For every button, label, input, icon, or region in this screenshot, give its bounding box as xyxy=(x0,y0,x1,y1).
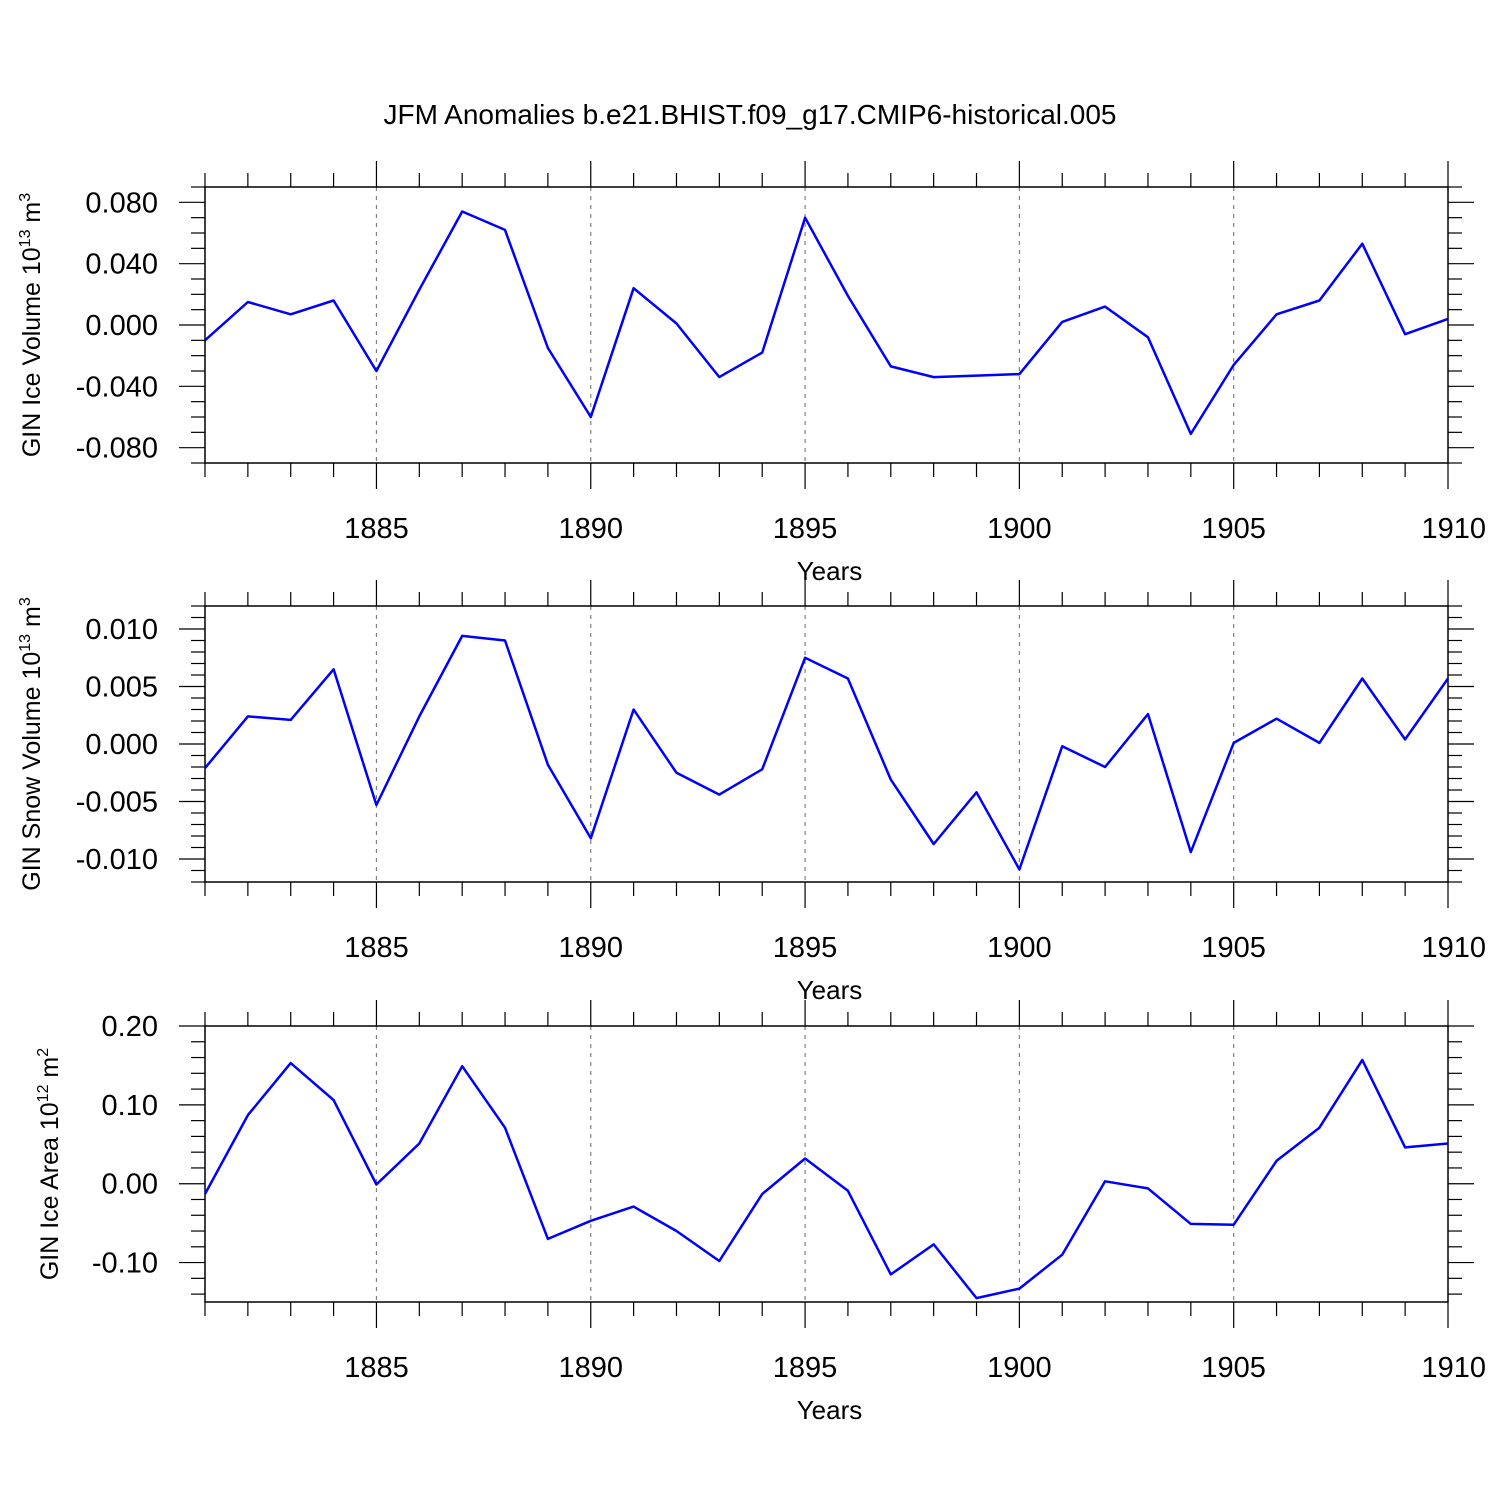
x-tick-label: 1900 xyxy=(987,513,1052,545)
x-tick-label: 1910 xyxy=(1421,513,1486,545)
y-tick-label: -0.10 xyxy=(92,1248,158,1280)
x-tick-label: 1890 xyxy=(559,1352,624,1384)
x-tick-label: 1905 xyxy=(1201,513,1266,545)
x-tick-label: 1895 xyxy=(773,1352,838,1384)
x-tick-label: 1910 xyxy=(1421,1352,1486,1384)
series-line xyxy=(203,1058,1449,1300)
x-axis-label: Years xyxy=(797,975,863,1005)
x-tick-label: 1895 xyxy=(773,932,838,964)
panel-1: -0.080 -0.040 0.000 0.040 0.080 1885 1890 1895 1… xyxy=(17,161,1486,586)
x-tick-label: 1895 xyxy=(773,513,838,545)
x-tick-label: 1885 xyxy=(344,932,409,964)
y-tick-label: -0.040 xyxy=(76,371,158,403)
y-tick-label: 0.000 xyxy=(85,310,158,342)
y-tick-label: 0.010 xyxy=(85,614,158,646)
x-tick-label: 1900 xyxy=(987,1352,1052,1384)
y-tick-label: 0.00 xyxy=(102,1169,158,1201)
y-tick-label: 0.000 xyxy=(85,729,158,761)
y-tick-label: 0.10 xyxy=(102,1090,158,1122)
plot-frame xyxy=(204,1025,1449,1303)
y-axis-label: GIN Snow Volume 1013 m3 xyxy=(17,597,46,891)
x-tick-label: 1900 xyxy=(987,932,1052,964)
x-tick-label: 1910 xyxy=(1421,932,1486,964)
x-axis-label: Years xyxy=(797,556,863,586)
x-tick-label: 1890 xyxy=(559,932,624,964)
x-tick-label: 1885 xyxy=(344,1352,409,1384)
series-line xyxy=(204,634,1450,871)
plot-frame xyxy=(204,605,1449,883)
series-line xyxy=(204,210,1449,436)
y-tick-label: 0.005 xyxy=(85,672,158,704)
x-tick-label: 1905 xyxy=(1201,1352,1266,1384)
x-tick-label: 1885 xyxy=(344,513,409,545)
y-tick-label: -0.080 xyxy=(76,433,158,465)
chart-title: JFM Anomalies b.e21.BHIST.f09_g17.CMIP6-… xyxy=(383,99,1116,130)
panel-2: -0.010 -0.005 0.000 0.005 0.010 1885 1890 1895 1… xyxy=(17,580,1486,1005)
y-tick-label: -0.005 xyxy=(76,787,158,819)
panels: -0.080 -0.040 0.000 0.040 0.080 1885 1890 1895 1… xyxy=(17,161,1486,1425)
x-tick-label: 1905 xyxy=(1201,932,1266,964)
panel-3: -0.10 0.00 0.10 0.20 1885 1890 1895 1900 1905 191… xyxy=(35,1000,1486,1425)
y-axis-label: GIN Ice Volume 1013 m3 xyxy=(17,193,46,457)
y-tick-label: 0.080 xyxy=(85,187,158,219)
y-axis-label: GIN Ice Area 1012 m2 xyxy=(35,1048,64,1280)
x-axis-label: Years xyxy=(797,1395,863,1425)
y-tick-label: 0.20 xyxy=(102,1011,158,1043)
y-tick-label: 0.040 xyxy=(85,249,158,281)
x-tick-label: 1890 xyxy=(559,513,624,545)
y-tick-label: -0.010 xyxy=(76,844,158,876)
plot-frame xyxy=(204,186,1449,464)
